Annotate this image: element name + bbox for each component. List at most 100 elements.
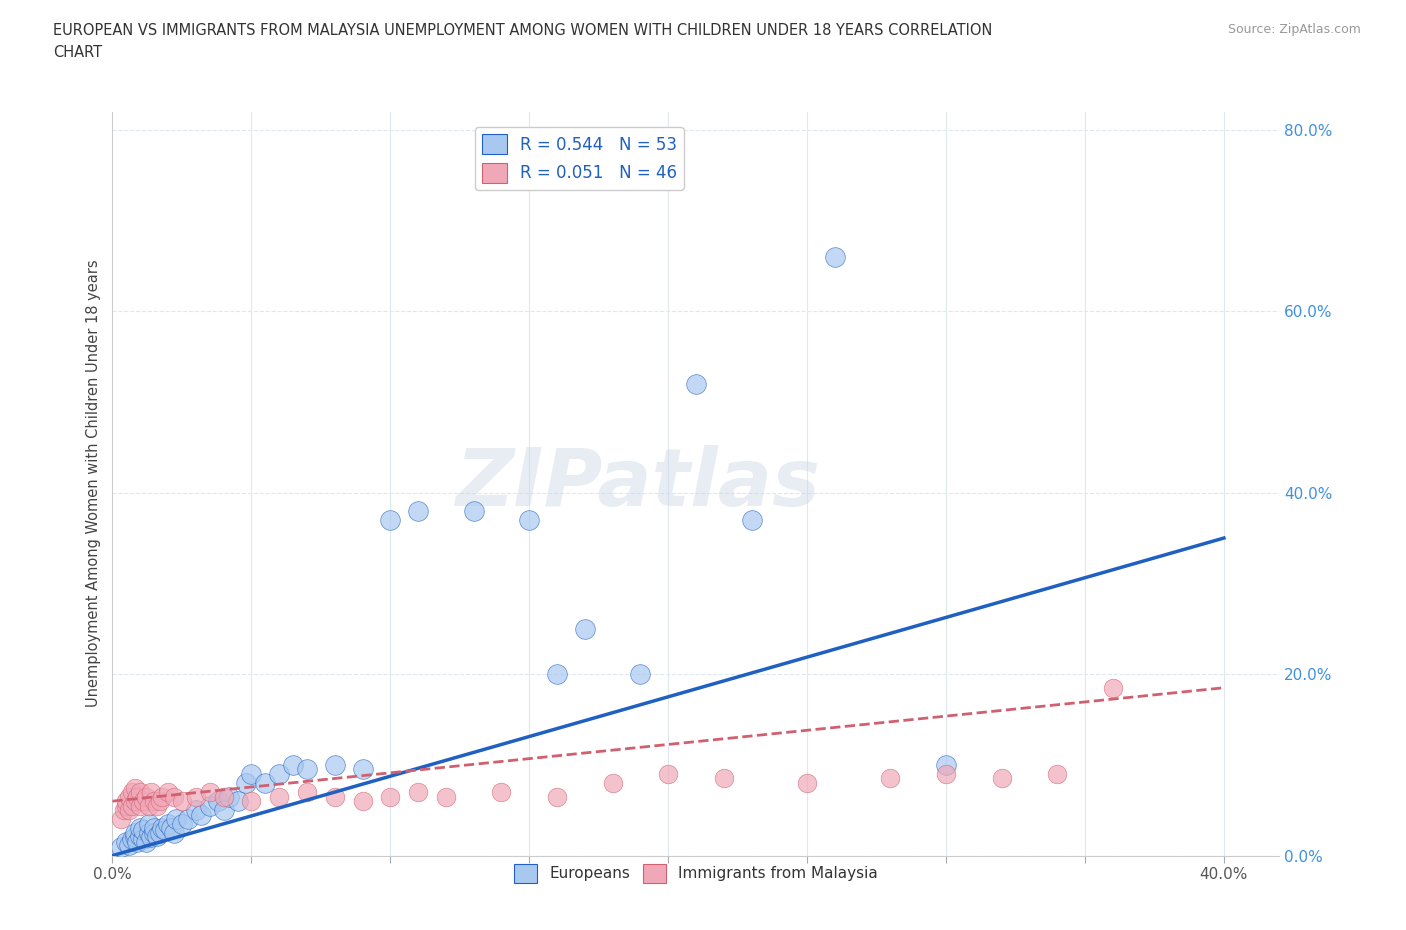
- Point: [118, 803, 141, 817]
- Y-axis label: Unemployment Among Women with Children Under 18 years: Unemployment Among Women with Children U…: [86, 259, 101, 708]
- Point: [115, 798, 138, 813]
- Point: [135, 834, 157, 849]
- Point: [517, 512, 540, 527]
- Point: [1046, 766, 1069, 781]
- Point: [184, 790, 207, 804]
- Text: ZIPatlas: ZIPatlas: [456, 445, 820, 523]
- Point: [212, 790, 235, 804]
- Point: [112, 803, 135, 817]
- Point: [434, 790, 457, 804]
- Point: [491, 785, 513, 800]
- Point: [162, 826, 184, 841]
- Point: [406, 503, 429, 518]
- Point: [124, 780, 146, 795]
- Point: [152, 821, 174, 836]
- Point: [121, 831, 143, 846]
- Point: [628, 667, 651, 682]
- Point: [295, 785, 318, 800]
- Point: [235, 776, 257, 790]
- Text: Source: ZipAtlas.com: Source: ZipAtlas.com: [1227, 23, 1361, 36]
- Point: [546, 667, 568, 682]
- Point: [380, 512, 402, 527]
- Point: [141, 785, 163, 800]
- Point: [879, 771, 901, 786]
- Point: [935, 766, 957, 781]
- Point: [143, 821, 166, 836]
- Point: [240, 793, 263, 808]
- Point: [198, 798, 221, 813]
- Point: [212, 803, 235, 817]
- Point: [118, 837, 141, 852]
- Point: [146, 798, 169, 813]
- Point: [184, 803, 207, 817]
- Point: [157, 785, 180, 800]
- Legend: Europeans, Immigrants from Malaysia: Europeans, Immigrants from Malaysia: [509, 858, 883, 889]
- Point: [121, 798, 143, 813]
- Point: [824, 249, 846, 264]
- Point: [138, 817, 160, 831]
- Point: [602, 776, 624, 790]
- Point: [546, 790, 568, 804]
- Point: [990, 771, 1012, 786]
- Point: [132, 793, 155, 808]
- Point: [269, 766, 291, 781]
- Point: [124, 830, 146, 844]
- Point: [110, 812, 132, 827]
- Point: [323, 757, 346, 772]
- Point: [198, 785, 221, 800]
- Point: [127, 790, 149, 804]
- Point: [240, 766, 263, 781]
- Point: [207, 793, 229, 808]
- Point: [269, 790, 291, 804]
- Point: [170, 817, 193, 831]
- Point: [170, 793, 193, 808]
- Point: [295, 762, 318, 777]
- Point: [115, 793, 138, 808]
- Point: [657, 766, 679, 781]
- Point: [132, 823, 155, 838]
- Point: [124, 826, 146, 841]
- Point: [1101, 681, 1123, 696]
- Point: [146, 829, 169, 844]
- Point: [138, 826, 160, 841]
- Point: [323, 790, 346, 804]
- Point: [218, 790, 240, 804]
- Point: [135, 790, 157, 804]
- Point: [226, 793, 249, 808]
- Point: [118, 790, 141, 804]
- Point: [127, 834, 149, 849]
- Point: [796, 776, 818, 790]
- Point: [165, 812, 187, 827]
- Point: [149, 793, 172, 808]
- Point: [138, 798, 160, 813]
- Point: [152, 790, 174, 804]
- Point: [129, 829, 152, 844]
- Point: [132, 831, 155, 846]
- Point: [162, 790, 184, 804]
- Point: [254, 776, 277, 790]
- Point: [935, 757, 957, 772]
- Point: [124, 793, 146, 808]
- Point: [685, 377, 707, 392]
- Point: [463, 503, 485, 518]
- Point: [121, 785, 143, 800]
- Point: [281, 757, 304, 772]
- Text: CHART: CHART: [53, 45, 103, 60]
- Point: [574, 621, 596, 636]
- Point: [115, 834, 138, 849]
- Point: [149, 826, 172, 841]
- Point: [129, 785, 152, 800]
- Point: [141, 830, 163, 844]
- Point: [352, 793, 374, 808]
- Point: [160, 821, 183, 836]
- Point: [129, 821, 152, 836]
- Point: [157, 817, 180, 831]
- Text: EUROPEAN VS IMMIGRANTS FROM MALAYSIA UNEMPLOYMENT AMONG WOMEN WITH CHILDREN UNDE: EUROPEAN VS IMMIGRANTS FROM MALAYSIA UNE…: [53, 23, 993, 38]
- Point: [143, 793, 166, 808]
- Point: [380, 790, 402, 804]
- Point: [176, 812, 198, 827]
- Point: [129, 798, 152, 813]
- Point: [143, 826, 166, 841]
- Point: [741, 512, 763, 527]
- Point: [155, 823, 177, 838]
